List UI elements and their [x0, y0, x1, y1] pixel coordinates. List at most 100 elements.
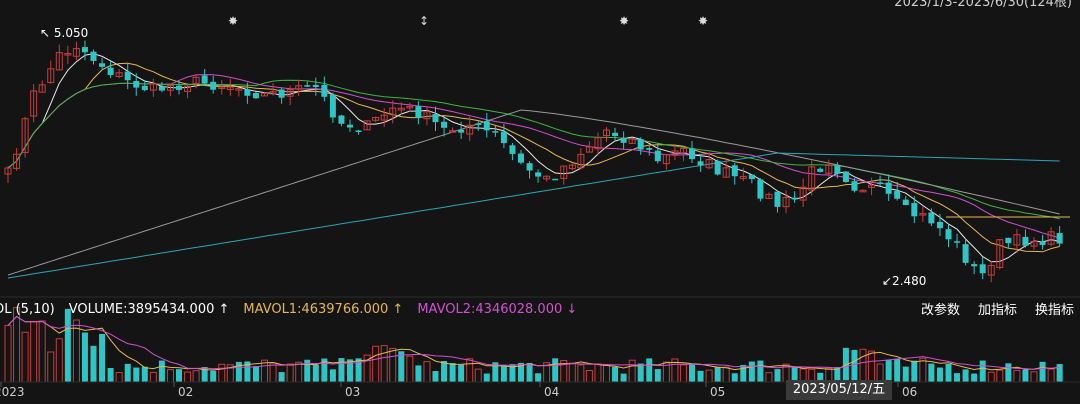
volume-bar: [81, 332, 88, 382]
x-tick-label: 2023: [0, 385, 25, 399]
candle: [996, 239, 1004, 270]
candle-body: [612, 132, 619, 136]
candle-body: [432, 114, 439, 123]
volume-bar: [859, 348, 867, 383]
candle: [568, 163, 576, 171]
candle: [1039, 234, 1046, 250]
candle: [397, 102, 405, 116]
volume-bar: [1039, 361, 1046, 382]
event-marker-icon: ↕: [419, 14, 429, 28]
candle: [423, 106, 431, 126]
candle-body: [347, 124, 353, 128]
volume-bar: [919, 357, 927, 383]
candle: [936, 213, 943, 237]
candle: [885, 174, 892, 201]
candle: [748, 174, 755, 184]
mavol1-line: [7, 315, 1060, 371]
volume-bar: [176, 369, 182, 382]
candle: [859, 189, 867, 193]
candle: [141, 79, 148, 92]
candle: [4, 166, 12, 183]
volume-bar: [620, 373, 627, 382]
candle-body: [158, 86, 165, 91]
candle-body: [603, 129, 610, 136]
volume-bar: [192, 370, 200, 383]
candle-body: [654, 150, 661, 162]
candle: [646, 146, 653, 156]
candle-body: [714, 160, 721, 175]
candle: [987, 261, 995, 283]
event-marker-icon: ✸: [619, 14, 629, 28]
candle: [432, 106, 439, 132]
candle: [304, 81, 311, 88]
volume-bar: [526, 363, 533, 382]
volume-bar: [432, 371, 439, 382]
candle: [585, 141, 593, 153]
volume-bar: [765, 372, 773, 383]
candle-body: [107, 67, 114, 76]
candle-body: [1022, 236, 1029, 246]
volume-bar: [47, 351, 55, 383]
candle: [782, 190, 790, 214]
candle-body: [757, 179, 764, 199]
volume-bar: [679, 364, 687, 383]
candle: [662, 154, 670, 170]
candle: [791, 191, 798, 203]
candle: [184, 83, 192, 99]
candle: [47, 60, 55, 84]
candle: [1056, 226, 1063, 247]
add-indicator-button[interactable]: 加指标: [977, 303, 1017, 318]
volume-bar: [954, 373, 961, 382]
volume-bar: [55, 338, 63, 383]
volume-legend: OL (5,10) VOLUME:3895434.000 ↑ MAVOL1:46…: [0, 299, 577, 319]
ma20-line: [7, 74, 1060, 239]
candle-body: [81, 47, 88, 53]
candle-body: [4, 167, 12, 175]
candle-body: [859, 189, 867, 193]
candle-body: [226, 86, 234, 91]
edit-params-button[interactable]: 改参数: [920, 303, 960, 318]
candle-body: [979, 264, 986, 274]
candle-body: [329, 94, 336, 118]
volume-bar: [210, 370, 217, 382]
volume-bar: [774, 369, 781, 382]
indicator-toolbar: 改参数 加指标 换指标: [921, 299, 1074, 319]
ma5-line: [7, 53, 1060, 263]
volume-bar: [971, 373, 978, 382]
volume-bar: [338, 358, 345, 382]
candle-body: [355, 130, 362, 133]
candle-body: [526, 163, 533, 171]
candle-body: [894, 190, 901, 199]
volume-bar: [945, 363, 952, 382]
volume-bar: [928, 363, 935, 382]
candle-body: [389, 107, 397, 116]
volume-bar: [269, 362, 277, 383]
candle: [158, 82, 165, 93]
volume-bar: [714, 366, 721, 382]
candle-body: [1047, 231, 1055, 245]
candle: [851, 178, 858, 193]
candle-body: [509, 145, 516, 154]
candle-body: [149, 83, 157, 91]
candle-body: [1013, 234, 1021, 246]
candle-body: [21, 118, 29, 154]
volume-bar: [748, 361, 755, 382]
candle: [594, 132, 602, 156]
ma60-line: [7, 109, 1060, 276]
switch-indicator-button[interactable]: 换指标: [1034, 303, 1074, 318]
volume-bar: [124, 363, 131, 382]
volume-indicator-name[interactable]: OL (5,10): [0, 301, 55, 317]
candle-body: [825, 164, 833, 174]
volume-bar: [158, 360, 165, 382]
x-tick-label: 03: [345, 385, 360, 399]
price-low-label: ↙2.480: [882, 274, 926, 288]
candle: [389, 100, 397, 124]
candle-body: [885, 182, 892, 194]
candle: [697, 154, 704, 172]
candle: [261, 92, 268, 97]
candle-body: [441, 121, 448, 128]
candle-body: [235, 88, 243, 91]
candle: [620, 131, 627, 150]
